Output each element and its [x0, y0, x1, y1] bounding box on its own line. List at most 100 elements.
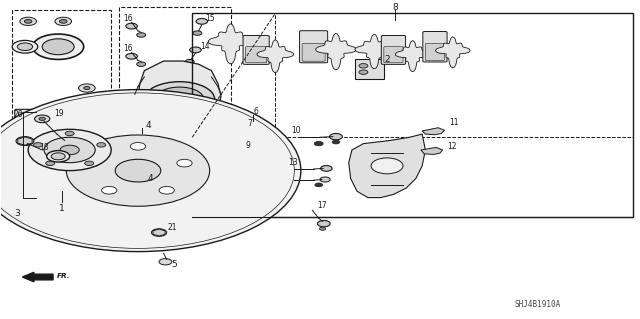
- Circle shape: [65, 131, 74, 136]
- FancyBboxPatch shape: [56, 113, 79, 131]
- FancyBboxPatch shape: [384, 47, 403, 63]
- Circle shape: [102, 187, 117, 194]
- Circle shape: [315, 183, 323, 187]
- Circle shape: [12, 41, 38, 53]
- FancyArrow shape: [22, 272, 53, 282]
- Circle shape: [55, 17, 72, 26]
- Circle shape: [126, 53, 138, 59]
- Text: 13: 13: [288, 158, 298, 167]
- Circle shape: [24, 19, 32, 23]
- Text: 16: 16: [124, 44, 133, 53]
- Polygon shape: [257, 40, 294, 73]
- Circle shape: [60, 145, 79, 155]
- Circle shape: [20, 17, 36, 26]
- Circle shape: [332, 140, 340, 144]
- Circle shape: [359, 70, 368, 74]
- Circle shape: [84, 86, 90, 90]
- Circle shape: [131, 143, 146, 150]
- Polygon shape: [422, 128, 445, 135]
- Polygon shape: [421, 147, 443, 154]
- Circle shape: [34, 143, 42, 147]
- Text: 12: 12: [447, 142, 457, 151]
- Circle shape: [320, 177, 330, 182]
- Polygon shape: [316, 33, 356, 70]
- Circle shape: [79, 84, 95, 92]
- FancyBboxPatch shape: [246, 47, 267, 63]
- FancyBboxPatch shape: [53, 109, 83, 135]
- Text: 15: 15: [205, 14, 215, 23]
- Bar: [355, 59, 384, 78]
- FancyBboxPatch shape: [300, 31, 328, 63]
- Ellipse shape: [253, 177, 286, 183]
- Text: SHJ4B1910A: SHJ4B1910A: [514, 300, 560, 308]
- Text: 20: 20: [14, 110, 24, 119]
- Circle shape: [16, 137, 34, 145]
- Circle shape: [319, 227, 326, 230]
- Circle shape: [126, 23, 138, 29]
- Text: 16: 16: [124, 14, 133, 23]
- Text: 1: 1: [59, 204, 65, 213]
- Circle shape: [137, 62, 146, 66]
- Circle shape: [152, 229, 167, 236]
- Circle shape: [177, 159, 192, 167]
- Circle shape: [196, 19, 207, 24]
- Polygon shape: [138, 61, 221, 137]
- Polygon shape: [355, 34, 394, 69]
- Ellipse shape: [253, 152, 286, 158]
- Circle shape: [47, 151, 70, 162]
- Circle shape: [159, 187, 174, 194]
- Circle shape: [60, 19, 67, 23]
- Circle shape: [317, 220, 330, 227]
- Text: 6: 6: [253, 107, 259, 116]
- Circle shape: [189, 47, 201, 53]
- Circle shape: [185, 59, 194, 64]
- Circle shape: [17, 43, 33, 50]
- Text: 9: 9: [245, 141, 250, 150]
- Circle shape: [193, 31, 202, 35]
- Circle shape: [39, 117, 45, 121]
- FancyBboxPatch shape: [381, 35, 406, 64]
- Circle shape: [67, 135, 210, 206]
- Circle shape: [28, 129, 111, 171]
- Text: 4: 4: [148, 174, 154, 183]
- Circle shape: [159, 259, 172, 265]
- Text: 5: 5: [172, 260, 177, 269]
- Circle shape: [137, 33, 146, 37]
- Circle shape: [84, 161, 93, 166]
- Polygon shape: [435, 37, 470, 68]
- Circle shape: [371, 158, 403, 174]
- Circle shape: [0, 90, 301, 252]
- FancyBboxPatch shape: [426, 43, 445, 60]
- Circle shape: [44, 137, 95, 163]
- Text: 18: 18: [40, 143, 49, 152]
- FancyBboxPatch shape: [15, 109, 47, 135]
- Circle shape: [42, 39, 74, 55]
- Circle shape: [321, 166, 332, 171]
- Polygon shape: [208, 24, 253, 64]
- Text: FR.: FR.: [57, 273, 70, 279]
- Circle shape: [145, 82, 214, 117]
- Circle shape: [45, 161, 54, 166]
- Circle shape: [35, 115, 50, 123]
- Text: 7: 7: [247, 119, 252, 129]
- FancyBboxPatch shape: [19, 113, 44, 131]
- Ellipse shape: [226, 150, 250, 153]
- Circle shape: [330, 133, 342, 140]
- Bar: [12, 10, 111, 201]
- Text: 3: 3: [14, 209, 20, 218]
- Circle shape: [84, 159, 99, 167]
- Circle shape: [314, 141, 323, 146]
- Bar: [253, 155, 286, 180]
- Circle shape: [51, 153, 65, 160]
- Text: 2: 2: [384, 55, 390, 64]
- Circle shape: [115, 159, 161, 182]
- Circle shape: [156, 87, 204, 111]
- Text: 8: 8: [392, 3, 398, 12]
- Circle shape: [359, 63, 368, 68]
- Circle shape: [33, 34, 84, 59]
- Circle shape: [79, 113, 95, 121]
- FancyBboxPatch shape: [243, 35, 269, 64]
- Text: 10: 10: [291, 126, 301, 135]
- Text: 4: 4: [146, 121, 152, 130]
- Polygon shape: [396, 41, 430, 72]
